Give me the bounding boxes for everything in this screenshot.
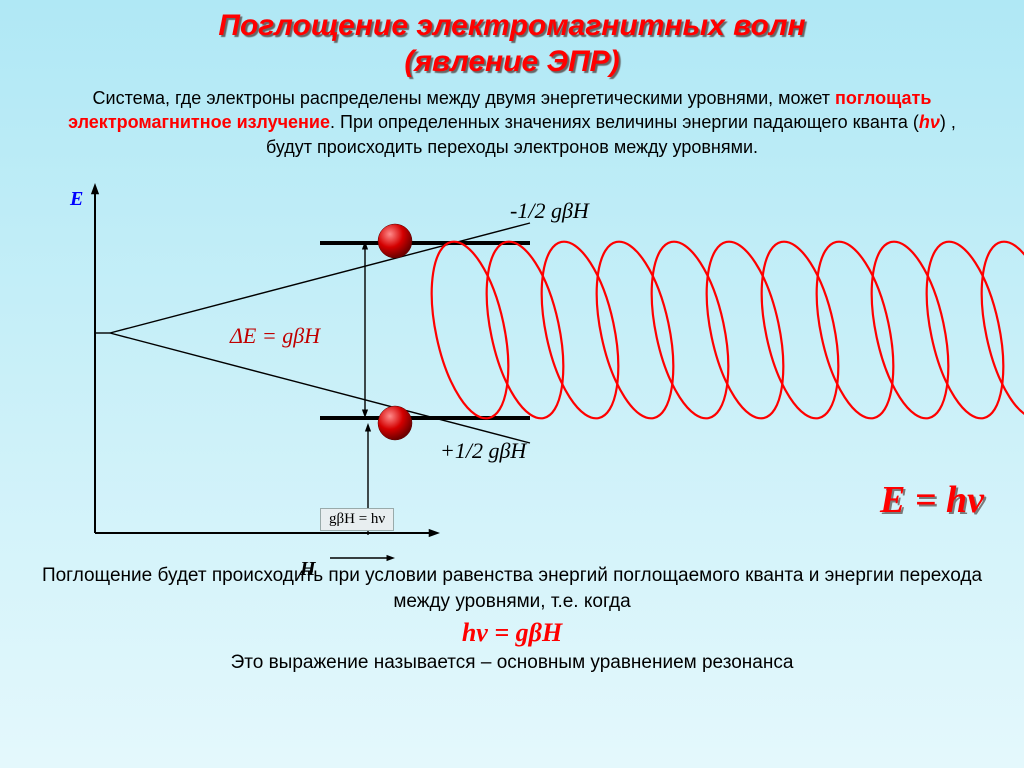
intro-paragraph: Система, где электроны распределены межд… (0, 80, 1024, 163)
bottom-text-2: Это выражение называется – основным урав… (0, 652, 1024, 674)
resonance-equation: hν = gβH (0, 618, 1024, 648)
x-axis-label: H (300, 558, 316, 581)
resonance-condition-box: gβH = hν (320, 508, 394, 531)
bottom-text-1: Поглощение будет происходить при условии… (0, 563, 1024, 614)
title-line1: Поглощение электромагнитных волн (218, 9, 805, 42)
delta-value: gβH (282, 323, 320, 348)
diagram-area: E H -1/2 gβH +1/2 gβH ΔE = gβH gβH = hν … (0, 163, 1024, 563)
upper-level-label: -1/2 gβH (510, 198, 589, 224)
intro-hv: hν (919, 112, 940, 132)
slide: Поглощение электромагнитных волн (явлени… (0, 0, 1024, 768)
intro-part2: . При определенных значениях величины эн… (330, 112, 919, 132)
slide-title: Поглощение электромагнитных волн (явлени… (0, 0, 1024, 80)
intro-part1: Система, где электроны распределены межд… (93, 88, 835, 108)
lower-level-label: +1/2 gβH (440, 438, 526, 464)
delta-e-label: ΔE = gβH (230, 323, 320, 349)
y-axis-label: E (70, 188, 83, 211)
delta-prefix: ΔE = (230, 323, 282, 348)
main-formula: E = hν (880, 478, 984, 522)
title-line2: (явление ЭПР) (404, 45, 619, 78)
